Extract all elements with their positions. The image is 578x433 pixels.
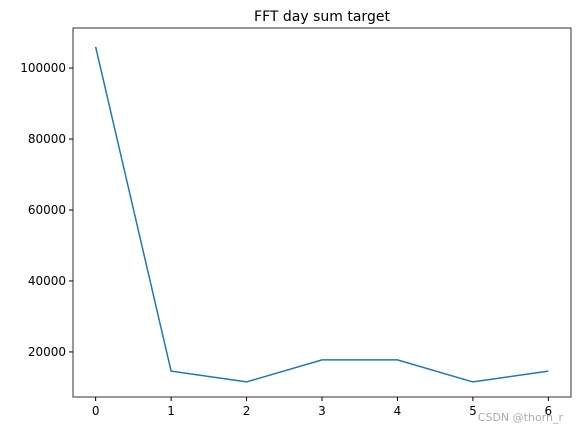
x-tick-label: 1 [167,404,175,418]
y-tick-label: 100000 [20,61,66,75]
y-tick-label: 80000 [28,132,66,146]
x-tick-label: 5 [469,404,477,418]
x-tick-label: 3 [318,404,326,418]
plot-frame [72,27,572,398]
line [94,46,549,383]
x-tick-label: 4 [394,404,402,418]
y-tick-label: 20000 [28,345,66,359]
y-tick-label: 60000 [28,203,66,217]
x-tick-label: 2 [243,404,251,418]
chart-title: FFT day sum target [254,9,390,25]
y-tick-label: 40000 [28,274,66,288]
x-tick-label: 0 [92,404,100,418]
watermark: CSDN @thorn_r [478,411,564,424]
x-tick-label: 6 [545,404,553,418]
